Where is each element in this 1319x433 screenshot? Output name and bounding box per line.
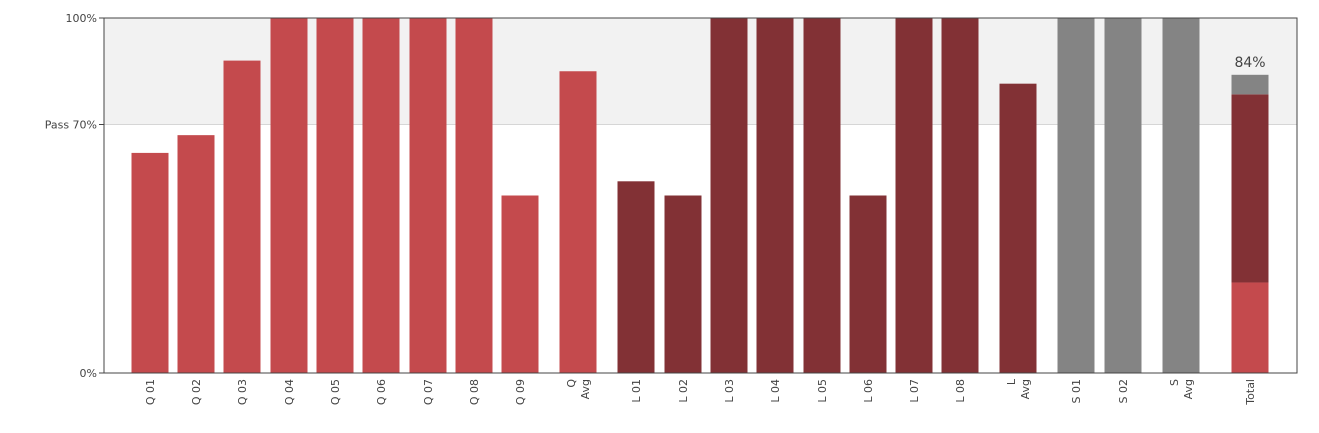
bar-q-04 [270,18,308,373]
bar-l-avg [999,83,1037,374]
total-segment-lab [1231,94,1269,283]
bar-l-04 [756,18,794,373]
x-tick-label: Q 07 [422,379,435,405]
bar-q-06 [362,18,400,373]
bar-q-02 [177,135,215,373]
bar-q-07 [409,18,447,373]
x-tick-label: Q 08 [468,379,481,405]
bar-q-03 [223,60,261,373]
bar-l-06 [849,195,887,373]
x-tick-label: L 01 [630,379,643,403]
x-tick-label: QAvg [565,379,592,400]
bar-l-01 [617,181,655,373]
y-tick-label: 100% [66,12,97,25]
plot-frame [103,17,1298,374]
bar-s-01 [1057,18,1095,373]
bar-q-01 [131,152,169,373]
x-tick-label: LAvg [1005,378,1032,399]
bar-l-05 [803,18,841,373]
x-tick-label: Q 04 [283,379,296,405]
x-tick-label: L 08 [954,379,967,403]
bar-s-avg [1162,18,1200,373]
x-tick-label: S 01 [1070,379,1083,403]
x-tick-label: L 06 [862,379,875,403]
x-tick-label: L 04 [769,379,782,403]
x-tick-label: Q 01 [144,379,157,405]
bar-l-03 [710,18,748,373]
bar-q-08 [455,18,493,373]
y-tick-label: Pass 70% [45,119,97,132]
total-segment-quiz [1231,282,1269,373]
x-tick-label: S 02 [1117,379,1130,403]
bar-l-07 [895,18,933,373]
total-segment-survey [1231,74,1269,95]
x-tick-label: Q 06 [375,379,388,405]
x-tick-label: L 02 [677,379,690,403]
y-tick-label: 0% [80,367,97,380]
x-tick-label: L 03 [723,379,736,403]
bar-q-avg [559,71,597,373]
x-tick-label: Q 05 [329,379,342,405]
x-tick-label: Q 09 [514,379,527,405]
x-tick-label: L 07 [908,379,921,403]
bar-s-02 [1104,18,1142,373]
bar-l-02 [664,195,702,373]
x-tick-label: Q 03 [236,379,249,405]
total-value-label: 84% [1234,55,1265,71]
bar-l-08 [941,18,979,373]
bar-q-05 [316,18,354,373]
x-tick-label: Q 02 [190,379,203,405]
bar-q-09 [501,195,539,373]
x-tick-label: SAvg [1168,379,1195,399]
x-tick-label: L 05 [816,379,829,403]
x-tick-label: Total [1244,379,1257,406]
